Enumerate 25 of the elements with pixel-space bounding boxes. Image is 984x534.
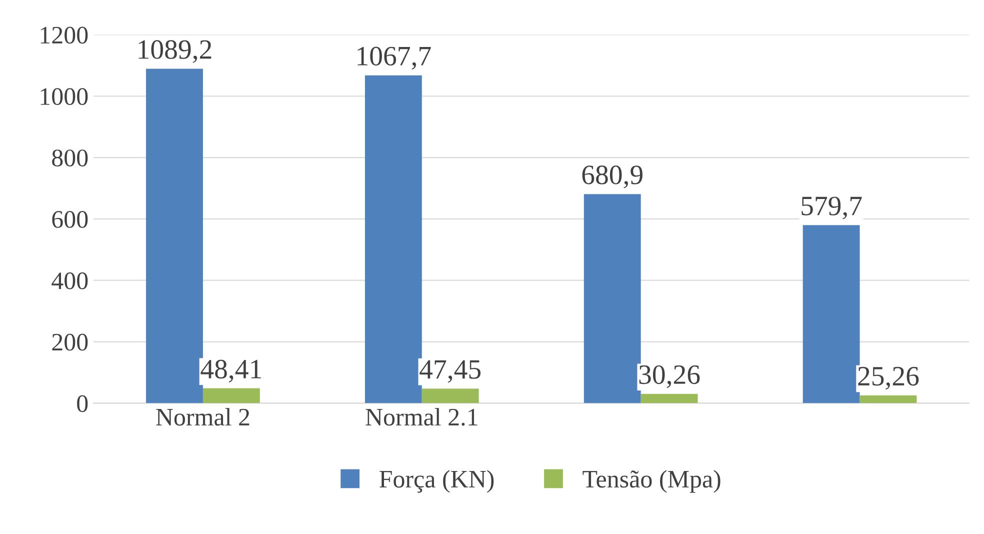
bar: [422, 388, 479, 404]
data-label: 25,26: [858, 366, 919, 390]
legend-label: Tensão (Mpa): [582, 470, 720, 493]
data-label: 579,7: [802, 196, 862, 220]
x-tick-label: Normal 2.1: [366, 408, 478, 426]
data-label: 30,26: [639, 365, 700, 388]
y-tick-label: 200: [52, 334, 88, 351]
legend-label: Força (KN): [380, 470, 494, 493]
data-label: 1089,2: [138, 40, 212, 63]
x-tick-label: Normal 2: [156, 408, 250, 426]
y-tick-label: 0: [77, 395, 88, 412]
bar: [202, 388, 260, 404]
bar: [640, 394, 698, 404]
data-label: 680,9: [582, 166, 642, 188]
data-label: 1067,7: [358, 46, 431, 70]
y-tick-label: 800: [52, 150, 88, 166]
bar: [860, 395, 917, 404]
y-tick-label: 600: [52, 210, 88, 228]
bar: [584, 194, 641, 404]
data-label: 47,45: [420, 360, 481, 383]
y-tick-label: 400: [52, 272, 88, 290]
bar: [802, 225, 860, 404]
y-tick-label: 1000: [40, 88, 88, 106]
y-tick-label: 1200: [40, 26, 88, 44]
data-label: 48,41: [200, 360, 261, 382]
